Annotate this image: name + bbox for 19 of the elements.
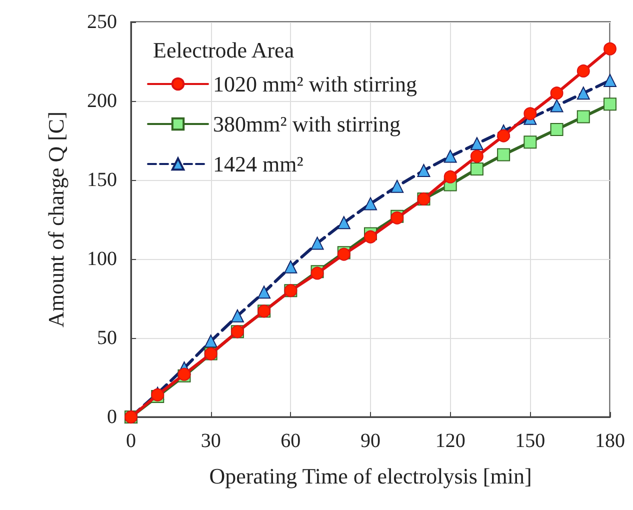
x-tick-label: 90 [360, 430, 380, 452]
legend-label: 1020 mm² with stirring [213, 72, 417, 96]
x-tick-label: 120 [435, 430, 466, 452]
x-axis-title: Operating Time of electrolysis [min] [209, 464, 532, 488]
y-tick-label: 100 [87, 248, 117, 270]
legend-label: 1424 mm² [213, 152, 304, 176]
x-tick-label: 180 [595, 430, 625, 452]
x-tick-label: 0 [126, 430, 136, 452]
legend-title: Eelectrode Area [153, 38, 294, 62]
y-tick-label: 0 [107, 406, 117, 428]
x-tick-label: 30 [200, 430, 221, 452]
y-tick-label: 250 [87, 11, 117, 33]
x-tick-label: 150 [515, 430, 546, 452]
legend-label: 380mm² with stirring [213, 112, 400, 136]
y-tick-label: 150 [87, 169, 117, 191]
y-tick-label: 200 [87, 90, 117, 112]
x-tick-label: 60 [280, 430, 301, 452]
y-axis-title: Amount of charge Q [C] [44, 112, 68, 328]
y-tick-label: 50 [97, 327, 117, 349]
